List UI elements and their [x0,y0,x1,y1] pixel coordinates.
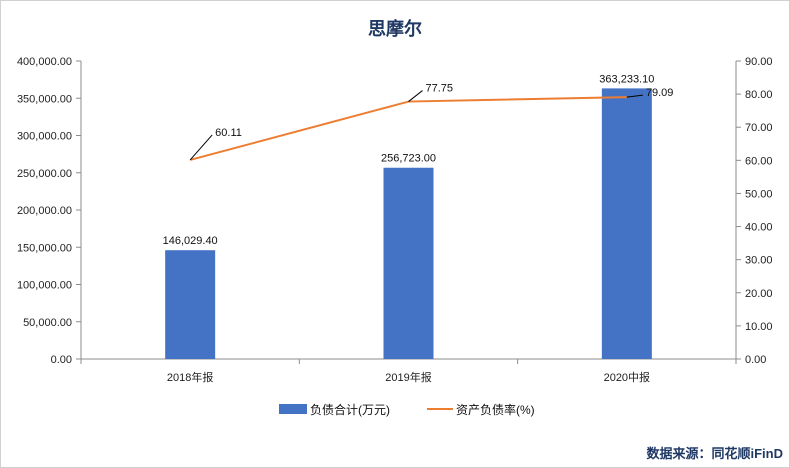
x-tick-label: 2018年报 [167,370,213,384]
bar [165,250,216,359]
y-right-tick-label: 80.00 [745,89,773,101]
y-right-tick-label: 40.00 [745,222,773,234]
y-right-tick-label: 30.00 [745,255,773,267]
y-right-tick-label: 90.00 [745,56,773,68]
x-tick-label: 2019年报 [385,370,431,384]
line-series [189,96,627,161]
y-left-tick-label: 400,000.00 [17,56,72,68]
y-right-tick-label: 10.00 [745,321,773,333]
line-data-label: 77.75 [426,83,454,95]
y-left-tick-label: 350,000.00 [17,93,72,105]
bar-data-label: 256,723.00 [381,153,436,165]
data-source: 数据来源：同花顺iFinD [647,446,784,461]
y-right-tick-label: 70.00 [745,122,773,134]
line-data-label: 79.09 [646,87,674,99]
legend-line-label: 资产负债率(%) [456,402,535,417]
y-left-tick-label: 200,000.00 [17,205,72,217]
bar [383,167,434,359]
y-left-tick-label: 50,000.00 [23,317,72,329]
data-labels: 146,029.40 256,723.00 363,233.10 60.11 77.75… [163,73,674,247]
legend-bar-swatch [279,404,307,414]
x-tick-label: 2020中报 [604,370,650,384]
bar-series [165,88,652,359]
chart-title: 思摩尔 [368,18,422,39]
y-left-tick-label: 300,000.00 [17,131,72,143]
legend: 负债合计(万元) 资产负债率(%) [279,402,535,417]
line-data-label: 60.11 [215,127,242,139]
line-label-leader [189,134,213,161]
line-label-leader [626,94,643,98]
y-right-tick-label: 20.00 [745,288,773,300]
axes: 0.00 50,000.00 100,000.00 150,000.00 200,000… [17,56,773,384]
y-right-tick-label: 0.00 [745,354,766,366]
bar-data-label: 146,029.40 [163,235,218,247]
y-right-tick-label: 60.00 [745,155,773,167]
legend-bar-label: 负债合计(万元) [310,402,390,417]
bar-data-label: 363,233.10 [599,73,654,85]
y-left-tick-label: 250,000.00 [17,168,72,180]
y-right-tick-label: 50.00 [745,188,773,200]
line-path [189,96,627,161]
y-left-tick-label: 150,000.00 [17,242,72,254]
line-label-leader [408,90,423,102]
y-left-tick-label: 100,000.00 [17,280,72,292]
bar [601,88,652,359]
y-left-tick-label: 0.00 [51,354,72,366]
